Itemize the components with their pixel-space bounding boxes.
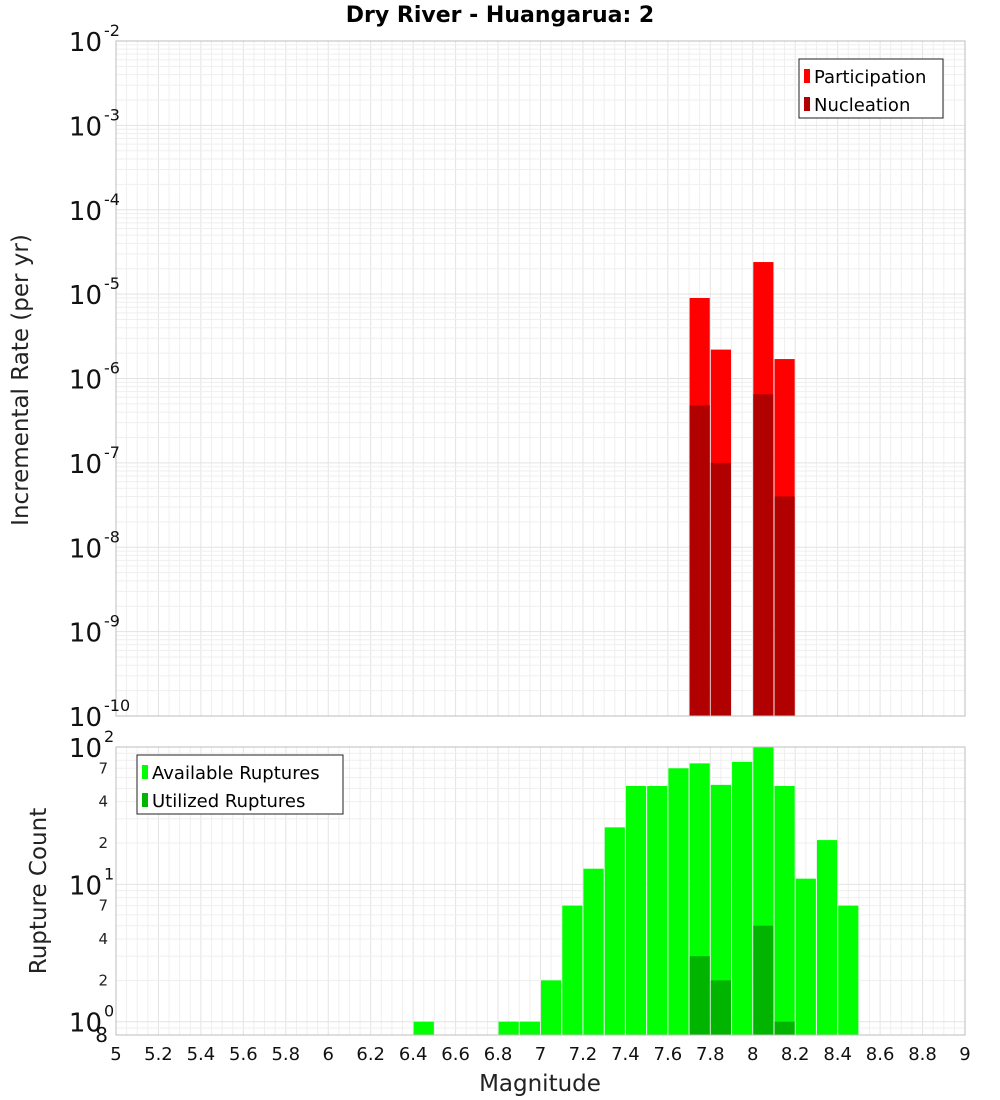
- top-y-tick-base: 10: [69, 366, 102, 396]
- rupture-primary-bar: [732, 761, 753, 1035]
- rupture-primary-bar: [647, 786, 668, 1035]
- x-tick-label: 5.6: [229, 1044, 258, 1065]
- ticks-layer: 5 5.2 5.4 5.6 5.8 6 6.2 6.4 6.6 6.8 7 7.2 7.4 7.6 7.8 8…: [69, 21, 971, 1065]
- bottom-y-minor-tick: 4: [98, 930, 108, 948]
- rupture-primary-bar: [604, 827, 625, 1035]
- bottom-legend-swatch: [142, 793, 148, 807]
- x-tick-label: 6.8: [484, 1044, 513, 1065]
- grid-layer: [115, 40, 966, 1036]
- top-legend-swatch: [804, 97, 810, 111]
- bottom-legend-label: Utilized Ruptures: [152, 791, 305, 812]
- bottom-y-minor-tick: 7: [98, 759, 108, 777]
- top-y-tick-exponent: -6: [104, 359, 120, 378]
- bottom-y-tick-base: 10: [69, 1009, 102, 1039]
- rupture-secondary-bar: [710, 980, 731, 1035]
- rupture-primary-bar: [710, 784, 731, 1035]
- bottom-plot-frame: [115, 746, 966, 1036]
- top-plot-frame: [115, 40, 966, 717]
- top-y-tick-exponent: -9: [104, 612, 120, 631]
- rupture-primary-bar: [498, 1021, 519, 1035]
- bars-layer: [413, 262, 859, 1035]
- rupture-secondary-bar: [753, 925, 774, 1035]
- top-y-tick-exponent: -10: [104, 696, 130, 715]
- x-tick-label: 6.4: [399, 1044, 428, 1065]
- top-y-tick-exponent: -5: [104, 274, 120, 293]
- top-y-axis-title: Incremental Rate (per yr): [8, 234, 34, 526]
- x-tick-label: 8.8: [908, 1044, 937, 1065]
- x-tick-label: 8.2: [781, 1044, 810, 1065]
- top-y-tick-exponent: -8: [104, 527, 120, 546]
- rupture-secondary-bar: [774, 1021, 795, 1035]
- top-legend-label: Nucleation: [814, 95, 910, 116]
- chart-title: Dry River - Huangarua: 2: [346, 3, 654, 28]
- x-tick-label: 5.8: [271, 1044, 300, 1065]
- bottom-y-tick-exponent: 0: [104, 1002, 114, 1021]
- rupture-primary-bar: [668, 768, 689, 1035]
- rupture-primary-bar: [625, 786, 647, 1035]
- top-y-tick-base: 10: [69, 197, 102, 227]
- bottom-y-minor-tick: 8: [95, 1023, 108, 1047]
- x-tick-label: 7.4: [611, 1044, 640, 1065]
- x-axis-title: Magnitude: [479, 1071, 601, 1097]
- x-tick-label: 8.4: [823, 1044, 852, 1065]
- top-y-tick-base: 10: [69, 703, 102, 733]
- bottom-y-axis-title: Rupture Count: [26, 808, 52, 974]
- top-y-tick-exponent: -2: [104, 21, 120, 40]
- x-tick-label: 7.2: [569, 1044, 598, 1065]
- top-legend-swatch: [804, 69, 810, 83]
- x-tick-label: 9: [959, 1044, 970, 1065]
- bottom-y-tick-base: 10: [69, 871, 102, 901]
- rupture-primary-bar: [816, 840, 838, 1035]
- x-tick-label: 6: [323, 1044, 334, 1065]
- top-legend-box: [798, 58, 944, 119]
- bottom-legend-label: Available Ruptures: [152, 763, 320, 784]
- x-tick-label: 5.4: [187, 1044, 216, 1065]
- rupture-primary-bar: [838, 905, 859, 1035]
- rate-secondary-bar: [753, 394, 774, 716]
- rate-secondary-bar: [774, 496, 795, 716]
- bottom-legend-box: [136, 754, 344, 815]
- top-legend-label: Participation: [814, 67, 926, 88]
- x-tick-label: 8: [747, 1044, 758, 1065]
- x-tick-label: 7.6: [654, 1044, 683, 1065]
- rupture-primary-bar: [519, 1021, 540, 1035]
- frame-layer: [115, 40, 966, 1036]
- rupture-primary-bar: [583, 868, 604, 1035]
- legend-layer: Participation Nucleation Available Rupture…: [136, 58, 944, 815]
- top-y-tick-exponent: -3: [104, 105, 120, 124]
- rupture-secondary-bar: [689, 956, 710, 1035]
- rate-secondary-bar: [689, 405, 710, 716]
- rupture-primary-bar: [541, 980, 562, 1035]
- rupture-primary-bar: [413, 1021, 434, 1035]
- bottom-y-tick-exponent: 2: [104, 727, 114, 746]
- top-y-tick-base: 10: [69, 112, 102, 142]
- bottom-legend-swatch: [142, 765, 148, 779]
- x-tick-label: 8.6: [866, 1044, 895, 1065]
- rupture-primary-bar: [774, 786, 795, 1035]
- top-y-tick-exponent: -4: [104, 190, 120, 209]
- bottom-y-minor-tick: 2: [98, 834, 108, 852]
- top-y-tick-base: 10: [69, 534, 102, 564]
- x-tick-label: 6.6: [441, 1044, 470, 1065]
- x-tick-label: 7: [535, 1044, 546, 1065]
- bottom-y-minor-tick: 7: [98, 897, 108, 915]
- rate-secondary-bar: [710, 462, 731, 716]
- bottom-y-tick-exponent: 1: [104, 864, 114, 883]
- x-tick-label: 7.8: [696, 1044, 725, 1065]
- bottom-y-minor-tick: 4: [98, 793, 108, 811]
- x-tick-label: 5: [110, 1044, 121, 1065]
- top-y-tick-exponent: -7: [104, 443, 120, 462]
- rupture-primary-bar: [562, 905, 583, 1035]
- top-y-tick-base: 10: [69, 450, 102, 480]
- top-y-tick-base: 10: [69, 619, 102, 649]
- x-tick-label: 6.2: [356, 1044, 385, 1065]
- top-y-tick-base: 10: [69, 281, 102, 311]
- top-y-tick-base: 10: [69, 28, 102, 58]
- bottom-y-tick-base: 10: [69, 734, 102, 764]
- x-tick-label: 5.2: [144, 1044, 173, 1065]
- bottom-y-minor-tick: 2: [98, 971, 108, 989]
- rupture-primary-bar: [795, 878, 816, 1035]
